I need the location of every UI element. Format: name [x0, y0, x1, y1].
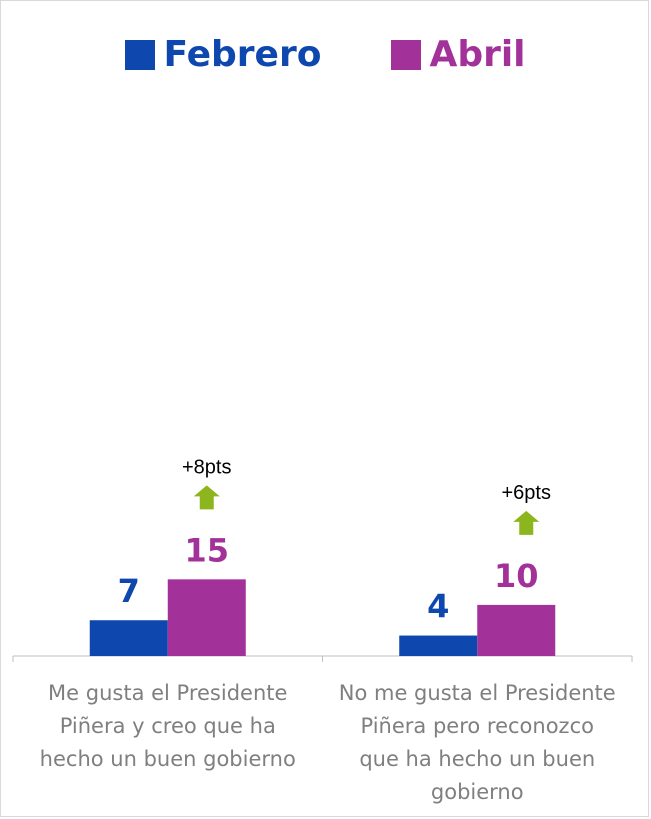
legend-swatch-febrero: [125, 40, 156, 70]
up-arrow-icon: [193, 485, 220, 510]
data-label-abril-2: 10: [494, 557, 539, 595]
change-annotation-2: +6pts: [502, 482, 551, 504]
legend-label-abril: Abril: [429, 34, 526, 75]
category-label-2: No me gusta el Presidente Piñera pero rec…: [322, 677, 632, 809]
bar-febrero-1: [89, 620, 168, 656]
category-label-line: Piñera pero reconozco: [360, 714, 594, 738]
data-label-abril-1: 15: [184, 531, 229, 569]
category-label-line: No me gusta el Presidente: [338, 681, 616, 705]
category-label-1: Me gusta el Presidente Piñera y creo que …: [13, 677, 323, 776]
data-label-febrero-1: 7: [118, 572, 140, 610]
change-annotation-1: +8pts: [182, 456, 231, 478]
bar-abril-1: [167, 579, 246, 656]
bar-abril-2: [477, 604, 556, 656]
category-label-line: hecho un buen gobierno: [39, 747, 296, 771]
data-label-febrero-2: 4: [427, 588, 449, 626]
legend: Febrero Abril: [0, 30, 651, 80]
legend-item-abril: Abril: [391, 34, 526, 75]
bar-febrero-2: [399, 635, 478, 656]
legend-item-febrero: Febrero: [125, 37, 321, 73]
up-arrow-icon: [513, 510, 540, 535]
category-label-line: Piñera y creo que ha: [59, 714, 276, 738]
category-label-line: Me gusta el Presidente: [48, 681, 288, 705]
category-label-line: que ha hecho un buen: [359, 747, 596, 771]
category-label-line: gobierno: [430, 780, 524, 804]
legend-label-febrero: Febrero: [163, 34, 322, 75]
legend-swatch-abril: [391, 40, 422, 70]
